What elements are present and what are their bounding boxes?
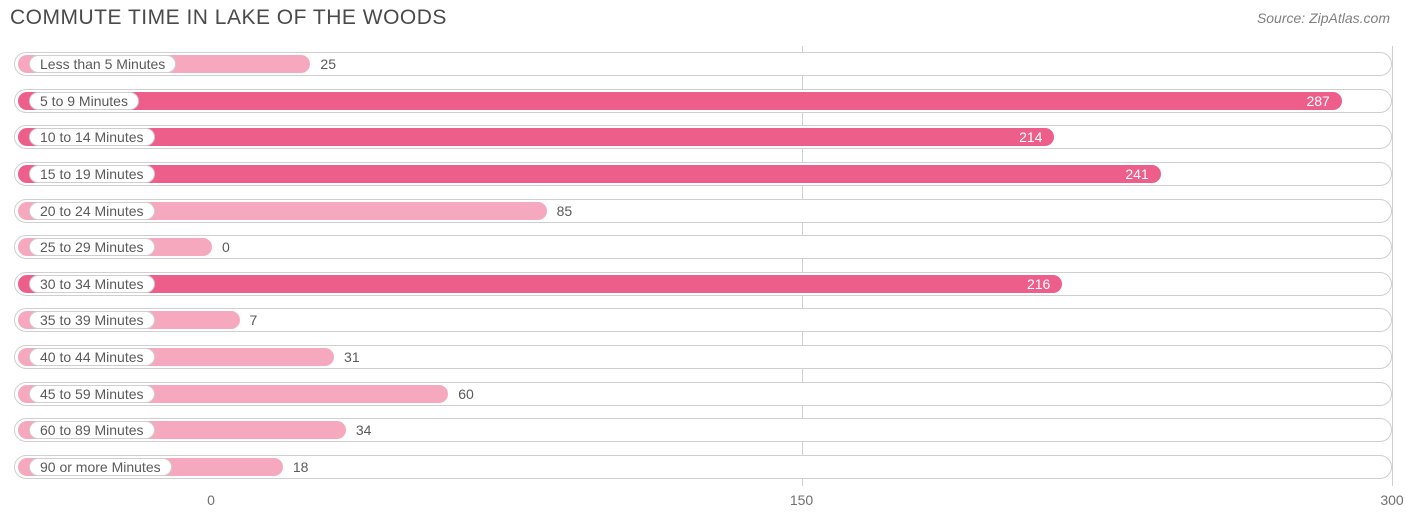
category-label: 15 to 19 Minutes bbox=[29, 165, 155, 183]
bar-track: 15 to 19 Minutes 241 bbox=[14, 162, 1392, 186]
bar-track: 40 to 44 Minutes 31 bbox=[14, 345, 1392, 369]
value-label: 60 bbox=[458, 386, 474, 402]
category-label: 45 to 59 Minutes bbox=[29, 385, 155, 403]
source-attribution: Source: ZipAtlas.com bbox=[1257, 10, 1390, 26]
value-label: 287 bbox=[1306, 93, 1329, 109]
category-label: 60 to 89 Minutes bbox=[29, 421, 155, 439]
category-label: 35 to 39 Minutes bbox=[29, 311, 155, 329]
bar-row: 40 to 44 Minutes 31 bbox=[14, 339, 1392, 376]
chart-title: COMMUTE TIME IN LAKE OF THE WOODS bbox=[10, 6, 447, 30]
bar-track: 30 to 34 Minutes 216 bbox=[14, 272, 1392, 296]
bar-row: 90 or more Minutes 18 bbox=[14, 449, 1392, 486]
bar-list: Less than 5 Minutes 25 5 to 9 Minutes 287 10… bbox=[14, 46, 1392, 486]
chart-container: COMMUTE TIME IN LAKE OF THE WOODS Source… bbox=[0, 0, 1406, 523]
x-tick-label: 0 bbox=[207, 492, 215, 508]
bar-row: 25 to 29 Minutes 0 bbox=[14, 229, 1392, 266]
category-label: 40 to 44 Minutes bbox=[29, 348, 155, 366]
bar-track: 60 to 89 Minutes 34 bbox=[14, 418, 1392, 442]
bar-row: 5 to 9 Minutes 287 bbox=[14, 83, 1392, 120]
gridline bbox=[1392, 46, 1393, 486]
value-label: 85 bbox=[557, 203, 573, 219]
x-tick-label: 150 bbox=[790, 492, 813, 508]
value-label: 18 bbox=[293, 459, 309, 475]
bar-row: 45 to 59 Minutes 60 bbox=[14, 375, 1392, 412]
value-label: 216 bbox=[1027, 276, 1050, 292]
bar-track: Less than 5 Minutes 25 bbox=[14, 52, 1392, 76]
value-label: 7 bbox=[250, 312, 258, 328]
category-label: Less than 5 Minutes bbox=[29, 55, 176, 73]
bar-row: 10 to 14 Minutes 214 bbox=[14, 119, 1392, 156]
bar-row: 60 to 89 Minutes 34 bbox=[14, 412, 1392, 449]
bar-fill bbox=[18, 275, 1062, 293]
value-label: 34 bbox=[356, 422, 372, 438]
category-label: 5 to 9 Minutes bbox=[29, 92, 139, 110]
category-label: 30 to 34 Minutes bbox=[29, 275, 155, 293]
bar-fill bbox=[18, 165, 1161, 183]
value-label: 241 bbox=[1125, 166, 1148, 182]
bar-fill bbox=[18, 92, 1342, 110]
x-tick-label: 300 bbox=[1380, 492, 1403, 508]
bar-fill bbox=[18, 128, 1054, 146]
category-label: 90 or more Minutes bbox=[29, 458, 172, 476]
plot-area: Less than 5 Minutes 25 5 to 9 Minutes 287 10… bbox=[14, 46, 1392, 486]
category-label: 25 to 29 Minutes bbox=[29, 238, 155, 256]
value-label: 0 bbox=[222, 239, 230, 255]
bar-row: 35 to 39 Minutes 7 bbox=[14, 302, 1392, 339]
bar-row: 20 to 24 Minutes 85 bbox=[14, 192, 1392, 229]
bar-track: 90 or more Minutes 18 bbox=[14, 455, 1392, 479]
category-label: 20 to 24 Minutes bbox=[29, 202, 155, 220]
bar-row: Less than 5 Minutes 25 bbox=[14, 46, 1392, 83]
bar-row: 30 to 34 Minutes 216 bbox=[14, 266, 1392, 303]
bar-track: 20 to 24 Minutes 85 bbox=[14, 199, 1392, 223]
value-label: 214 bbox=[1019, 129, 1042, 145]
category-label: 10 to 14 Minutes bbox=[29, 128, 155, 146]
value-label: 25 bbox=[320, 56, 336, 72]
x-axis: 0150300 bbox=[14, 492, 1392, 516]
bar-row: 15 to 19 Minutes 241 bbox=[14, 156, 1392, 193]
bar-track: 45 to 59 Minutes 60 bbox=[14, 382, 1392, 406]
bar-track: 10 to 14 Minutes 214 bbox=[14, 125, 1392, 149]
value-label: 31 bbox=[344, 349, 360, 365]
bar-track: 25 to 29 Minutes 0 bbox=[14, 235, 1392, 259]
bar-track: 5 to 9 Minutes 287 bbox=[14, 89, 1392, 113]
bar-track: 35 to 39 Minutes 7 bbox=[14, 308, 1392, 332]
